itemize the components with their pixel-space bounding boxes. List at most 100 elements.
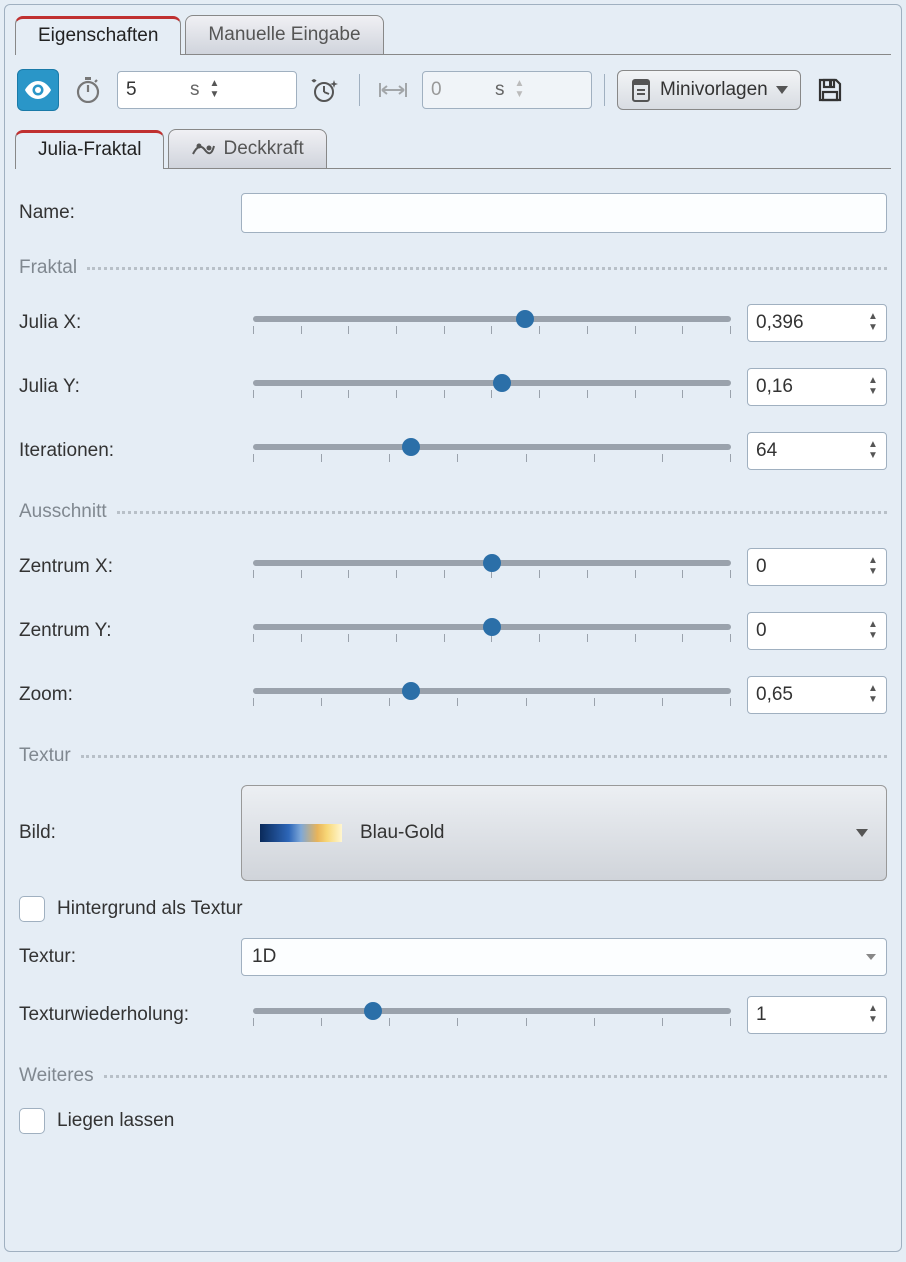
julia-x-up[interactable]: ▲ bbox=[868, 313, 882, 323]
label-bg-texture: Hintergrund als Textur bbox=[57, 898, 243, 920]
row-center-y: Zentrum Y: 0 ▲▼ bbox=[19, 599, 887, 663]
slider-julia-x[interactable] bbox=[247, 308, 737, 338]
zoom-down[interactable]: ▼ bbox=[868, 696, 882, 706]
zoom-value: 0,65 bbox=[756, 684, 868, 706]
center-y-up[interactable]: ▲ bbox=[868, 621, 882, 631]
label-texture-repeat: Texturwiederholung: bbox=[19, 1004, 237, 1026]
tab-manual-input[interactable]: Manuelle Eingabe bbox=[185, 15, 383, 54]
slider-texture-repeat[interactable] bbox=[247, 1000, 737, 1030]
section-textur: Textur bbox=[19, 745, 887, 767]
width-unit: s bbox=[495, 79, 505, 101]
properties-panel: Eigenschaften Manuelle Eingabe s ▲ ▼ bbox=[4, 4, 902, 1252]
center-x-up[interactable]: ▲ bbox=[868, 557, 882, 567]
row-texture-repeat: Texturwiederholung: 1 ▲▼ bbox=[19, 983, 887, 1047]
save-button[interactable] bbox=[809, 69, 851, 111]
label-julia-y: Julia Y: bbox=[19, 376, 237, 398]
slider-julia-y[interactable] bbox=[247, 372, 737, 402]
toolbar-separator-2 bbox=[604, 74, 605, 106]
label-julia-x: Julia X: bbox=[19, 312, 237, 334]
julia-x-down[interactable]: ▼ bbox=[868, 324, 882, 334]
julia-y-value: 0,16 bbox=[756, 376, 868, 398]
tab-opacity[interactable]: Deckkraft bbox=[168, 129, 326, 168]
form-body: Name: Fraktal Julia X: 0,396 ▲▼ Julia Y:… bbox=[15, 179, 891, 1147]
center-y-field[interactable]: 0 ▲▼ bbox=[747, 612, 887, 650]
duration-step-up[interactable]: ▲ bbox=[210, 80, 224, 90]
stopwatch-icon bbox=[76, 77, 100, 103]
row-name: Name: bbox=[19, 187, 887, 239]
row-julia-x: Julia X: 0,396 ▲▼ bbox=[19, 291, 887, 355]
slider-iterations[interactable] bbox=[247, 436, 737, 466]
row-iterations: Iterationen: 64 ▲▼ bbox=[19, 419, 887, 483]
center-y-down[interactable]: ▼ bbox=[868, 632, 882, 642]
slider-center-y[interactable] bbox=[247, 616, 737, 646]
width-arrows-icon bbox=[379, 81, 407, 99]
section-divider bbox=[81, 755, 887, 758]
toolbar: s ▲ ▼ s ▲ ▼ Minivorlagen bbox=[15, 65, 891, 121]
section-divider bbox=[87, 267, 887, 270]
center-x-field[interactable]: 0 ▲▼ bbox=[747, 548, 887, 586]
leave-checkbox[interactable] bbox=[19, 1108, 45, 1134]
tab-properties[interactable]: Eigenschaften bbox=[15, 16, 181, 55]
label-center-x: Zentrum X: bbox=[19, 556, 237, 578]
row-julia-y: Julia Y: 0,16 ▲▼ bbox=[19, 355, 887, 419]
label-zoom: Zoom: bbox=[19, 684, 237, 706]
main-tab-strip: Eigenschaften Manuelle Eingabe bbox=[15, 9, 891, 55]
center-x-down[interactable]: ▼ bbox=[868, 568, 882, 578]
timing-options-button[interactable] bbox=[305, 69, 347, 111]
duration-step-down[interactable]: ▼ bbox=[210, 91, 224, 101]
texture-repeat-field[interactable]: 1 ▲▼ bbox=[747, 996, 887, 1034]
clock-sparkle-icon bbox=[311, 76, 341, 104]
row-center-x: Zentrum X: 0 ▲▼ bbox=[19, 535, 887, 599]
julia-y-up[interactable]: ▲ bbox=[868, 377, 882, 387]
zoom-up[interactable]: ▲ bbox=[868, 685, 882, 695]
texture-repeat-up[interactable]: ▲ bbox=[868, 1005, 882, 1015]
toolbar-separator-1 bbox=[359, 74, 360, 106]
zoom-field[interactable]: 0,65 ▲▼ bbox=[747, 676, 887, 714]
minitemplates-dropdown[interactable]: Minivorlagen bbox=[617, 70, 801, 110]
center-x-value: 0 bbox=[756, 556, 868, 578]
image-name: Blau-Gold bbox=[360, 822, 445, 844]
section-fraktal-label: Fraktal bbox=[19, 257, 77, 279]
row-leave: Liegen lassen bbox=[19, 1099, 887, 1143]
inner-tab-strip: Julia-Fraktal Deckkraft bbox=[15, 123, 891, 169]
section-weiteres-label: Weiteres bbox=[19, 1065, 94, 1087]
julia-y-field[interactable]: 0,16 ▲▼ bbox=[747, 368, 887, 406]
chevron-down-icon bbox=[776, 86, 788, 94]
tab-julia-label: Julia-Fraktal bbox=[38, 139, 141, 161]
tab-manual-label: Manuelle Eingabe bbox=[208, 24, 360, 46]
texture-repeat-down[interactable]: ▼ bbox=[868, 1016, 882, 1026]
section-ausschnitt: Ausschnitt bbox=[19, 501, 887, 523]
slider-center-x[interactable] bbox=[247, 552, 737, 582]
width-input bbox=[431, 79, 491, 101]
eye-icon bbox=[25, 81, 51, 99]
name-input[interactable] bbox=[241, 193, 887, 233]
row-zoom: Zoom: 0,65 ▲▼ bbox=[19, 663, 887, 727]
row-bg-texture: Hintergrund als Textur bbox=[19, 887, 887, 931]
julia-y-down[interactable]: ▼ bbox=[868, 388, 882, 398]
bg-as-texture-checkbox[interactable] bbox=[19, 896, 45, 922]
image-combo[interactable]: Blau-Gold bbox=[241, 785, 887, 881]
section-divider bbox=[104, 1075, 887, 1078]
slider-zoom[interactable] bbox=[247, 680, 737, 710]
keyframe-icon bbox=[191, 140, 215, 158]
label-leave: Liegen lassen bbox=[57, 1110, 174, 1132]
iterations-field[interactable]: 64 ▲▼ bbox=[747, 432, 887, 470]
stopwatch-button[interactable] bbox=[67, 69, 109, 111]
iterations-up[interactable]: ▲ bbox=[868, 441, 882, 451]
preview-toggle-button[interactable] bbox=[17, 69, 59, 111]
tab-opacity-label: Deckkraft bbox=[223, 138, 303, 160]
iterations-value: 64 bbox=[756, 440, 868, 462]
duration-input[interactable] bbox=[126, 79, 186, 101]
tab-julia-fraktal[interactable]: Julia-Fraktal bbox=[15, 130, 164, 169]
row-texture: Textur: 1D bbox=[19, 931, 887, 983]
iterations-down[interactable]: ▼ bbox=[868, 452, 882, 462]
label-texture: Textur: bbox=[19, 946, 229, 968]
duration-field[interactable]: s ▲ ▼ bbox=[117, 71, 297, 109]
section-divider bbox=[117, 511, 887, 514]
chevron-down-icon bbox=[856, 829, 868, 837]
julia-x-field[interactable]: 0,396 ▲▼ bbox=[747, 304, 887, 342]
label-image: Bild: bbox=[19, 822, 229, 844]
chevron-down-icon bbox=[866, 954, 876, 960]
texture-select[interactable]: 1D bbox=[241, 938, 887, 976]
section-ausschnitt-label: Ausschnitt bbox=[19, 501, 107, 523]
